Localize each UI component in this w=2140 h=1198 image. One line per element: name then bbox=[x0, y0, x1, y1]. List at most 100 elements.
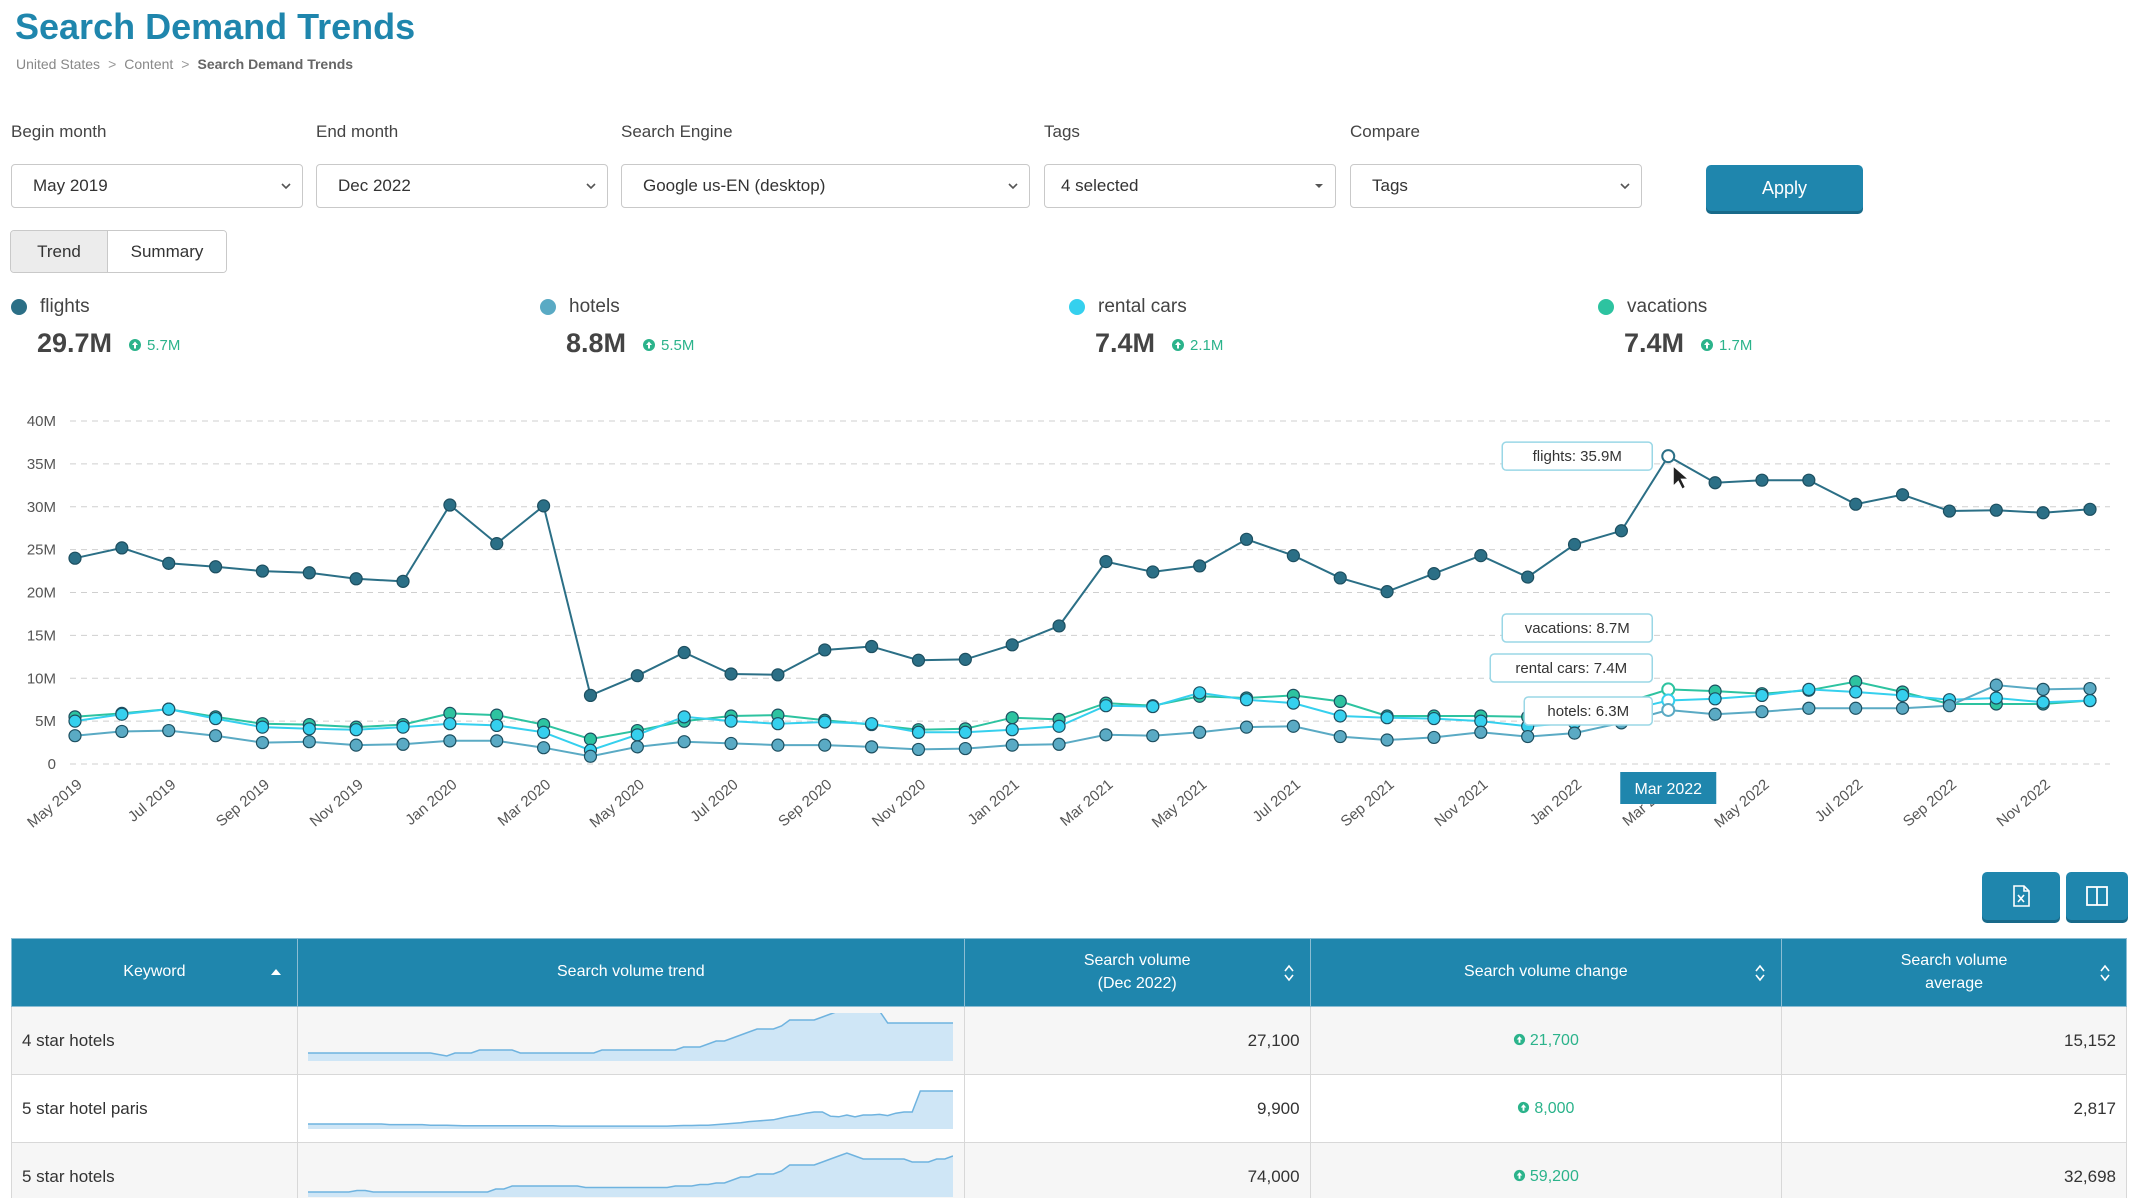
data-point[interactable] bbox=[1193, 686, 1207, 700]
data-point[interactable] bbox=[1802, 701, 1816, 715]
data-point[interactable] bbox=[1333, 709, 1347, 723]
data-point[interactable] bbox=[1099, 699, 1113, 713]
data-point[interactable] bbox=[1193, 725, 1207, 739]
data-point[interactable] bbox=[771, 717, 785, 731]
data-point[interactable] bbox=[583, 688, 598, 702]
data-point[interactable] bbox=[1005, 711, 1019, 725]
data-point[interactable] bbox=[958, 652, 972, 666]
data-point[interactable] bbox=[1521, 570, 1535, 584]
data-point[interactable] bbox=[630, 669, 644, 683]
data-point[interactable] bbox=[771, 668, 785, 682]
data-point[interactable] bbox=[208, 711, 223, 726]
data-point[interactable] bbox=[1521, 729, 1535, 744]
data-point[interactable] bbox=[1239, 532, 1254, 546]
data-point[interactable] bbox=[1239, 720, 1254, 734]
data-point[interactable] bbox=[724, 714, 738, 728]
table-row[interactable]: 5 star hotel paris 9,900 8,000 2,817 bbox=[11, 1074, 2127, 1143]
data-point[interactable] bbox=[2036, 695, 2050, 709]
data-point[interactable] bbox=[865, 740, 879, 754]
data-point[interactable] bbox=[1286, 719, 1300, 733]
tab-trend[interactable]: Trend bbox=[11, 231, 108, 272]
data-point[interactable] bbox=[1989, 691, 2003, 705]
data-point[interactable] bbox=[1427, 711, 1441, 726]
data-point[interactable] bbox=[583, 732, 598, 746]
column-header-keyword[interactable]: Keyword bbox=[11, 938, 298, 1007]
data-point[interactable] bbox=[1005, 738, 1019, 752]
data-point[interactable] bbox=[1333, 694, 1347, 709]
data-point[interactable] bbox=[396, 720, 410, 734]
data-point[interactable] bbox=[68, 729, 82, 743]
data-point[interactable] bbox=[1052, 719, 1066, 733]
data-point[interactable] bbox=[1286, 549, 1300, 563]
data-point[interactable] bbox=[1895, 488, 1910, 502]
data-point[interactable] bbox=[115, 541, 129, 555]
data-point[interactable] bbox=[1099, 555, 1113, 569]
data-point[interactable] bbox=[1239, 693, 1254, 707]
data-point[interactable] bbox=[865, 717, 879, 731]
data-point[interactable] bbox=[818, 738, 832, 752]
breadcrumb-item-content[interactable]: Content bbox=[124, 56, 174, 72]
data-point[interactable] bbox=[865, 639, 879, 654]
compare-select[interactable]: Tags bbox=[1350, 164, 1642, 208]
data-point[interactable] bbox=[630, 728, 644, 742]
keyword-cell[interactable]: 4 star hotels bbox=[11, 1006, 298, 1075]
data-point[interactable] bbox=[1849, 685, 1863, 699]
data-point[interactable] bbox=[115, 707, 129, 721]
data-point[interactable] bbox=[162, 556, 176, 570]
data-point[interactable] bbox=[1755, 705, 1769, 719]
kpi-label[interactable]: vacations bbox=[1627, 296, 1708, 317]
data-point[interactable] bbox=[1895, 688, 1910, 702]
data-point[interactable] bbox=[583, 749, 598, 763]
column-header-volume[interactable]: Search volume (Dec 2022) bbox=[963, 938, 1311, 1007]
data-point[interactable] bbox=[349, 723, 363, 737]
data-point[interactable] bbox=[1849, 497, 1863, 511]
data-point[interactable] bbox=[255, 735, 270, 750]
data-point[interactable] bbox=[630, 740, 644, 754]
data-point[interactable] bbox=[302, 566, 316, 580]
data-point[interactable] bbox=[1942, 699, 1957, 713]
data-point[interactable] bbox=[1380, 711, 1394, 725]
data-point[interactable] bbox=[1567, 537, 1582, 552]
data-point[interactable] bbox=[1989, 678, 2003, 692]
data-point[interactable] bbox=[1802, 682, 1816, 696]
data-point[interactable] bbox=[302, 722, 316, 736]
data-point[interactable] bbox=[396, 574, 410, 588]
data-point[interactable] bbox=[677, 710, 691, 724]
data-point[interactable] bbox=[396, 737, 410, 751]
data-point[interactable] bbox=[443, 498, 457, 512]
table-row[interactable]: 5 star hotels 74,000 59,200 32,698 bbox=[11, 1142, 2127, 1198]
data-point[interactable] bbox=[911, 742, 926, 757]
data-point[interactable] bbox=[958, 725, 972, 739]
data-point[interactable] bbox=[1052, 737, 1066, 751]
data-point[interactable] bbox=[911, 725, 926, 739]
data-point[interactable] bbox=[255, 720, 270, 734]
search-engine-select[interactable]: Google us-EN (desktop) bbox=[621, 164, 1030, 208]
data-point[interactable] bbox=[1614, 524, 1628, 538]
data-point[interactable] bbox=[1333, 729, 1347, 744]
data-point[interactable] bbox=[115, 724, 129, 739]
data-point[interactable] bbox=[1755, 473, 1769, 487]
end-month-select[interactable]: Dec 2022 bbox=[316, 164, 608, 208]
data-point[interactable] bbox=[911, 653, 926, 667]
data-point[interactable] bbox=[302, 735, 316, 749]
tags-select[interactable]: 4 selected bbox=[1044, 164, 1336, 208]
kpi-label[interactable]: flights bbox=[40, 296, 90, 317]
data-point[interactable] bbox=[1895, 701, 1910, 715]
column-header-change[interactable]: Search volume change bbox=[1309, 938, 1783, 1007]
data-point[interactable] bbox=[1146, 565, 1160, 579]
data-point[interactable] bbox=[1099, 728, 1113, 742]
data-point[interactable] bbox=[1849, 701, 1863, 715]
data-point[interactable] bbox=[1427, 567, 1441, 581]
apply-button[interactable]: Apply bbox=[1706, 165, 1863, 211]
data-point[interactable] bbox=[1146, 699, 1160, 714]
data-point[interactable] bbox=[68, 551, 82, 565]
data-point[interactable] bbox=[2083, 502, 2097, 516]
data-point[interactable] bbox=[1661, 449, 1676, 464]
kpi-label[interactable]: hotels bbox=[569, 296, 620, 317]
data-point[interactable] bbox=[1005, 723, 1019, 737]
data-point[interactable] bbox=[208, 729, 223, 743]
data-point[interactable] bbox=[255, 564, 270, 578]
data-point[interactable] bbox=[724, 736, 738, 751]
data-point[interactable] bbox=[724, 667, 738, 681]
data-point[interactable] bbox=[1146, 729, 1160, 743]
